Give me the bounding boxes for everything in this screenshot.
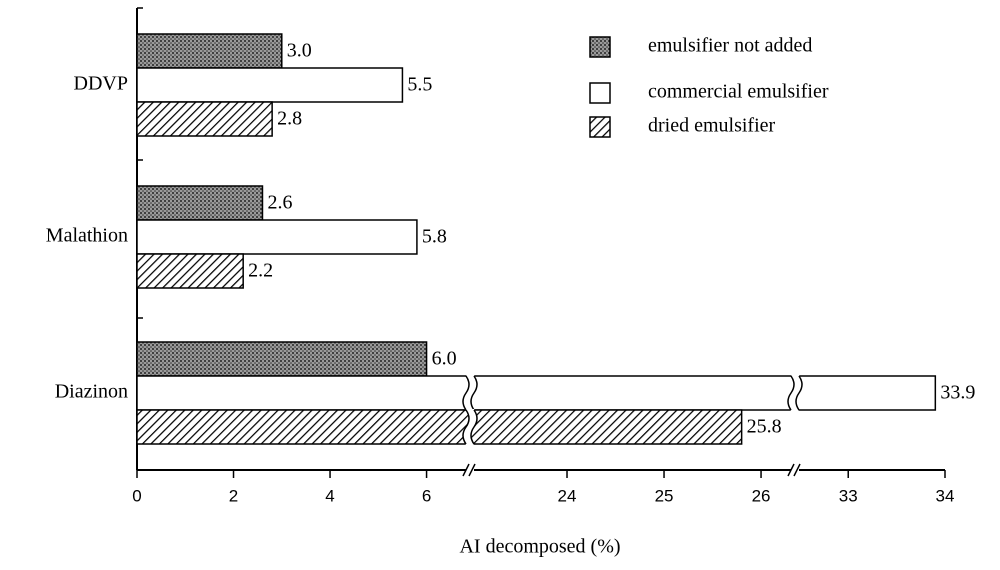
bar-break-line — [787, 375, 795, 411]
x-tick-label: 33 — [839, 486, 858, 505]
x-tick-label: 0 — [132, 486, 141, 505]
value-label: 2.8 — [277, 108, 302, 130]
bar-break — [463, 375, 477, 411]
x-tick-label: 26 — [752, 486, 771, 505]
x-tick-label: 4 — [325, 486, 334, 505]
x-tick-label: 6 — [422, 486, 431, 505]
bar — [136, 409, 743, 445]
bar — [136, 375, 937, 411]
bar-break-line — [462, 375, 470, 411]
legend-swatch — [589, 116, 611, 138]
bar-break-line — [462, 409, 470, 445]
value-label: 25.8 — [747, 416, 782, 438]
value-label: 33.9 — [940, 382, 975, 404]
x-tick-label: 2 — [229, 486, 238, 505]
x-tick-label: 24 — [558, 486, 577, 505]
bar-break-line — [470, 409, 478, 445]
bar — [136, 219, 418, 255]
value-label: 3.0 — [287, 40, 312, 62]
bar — [136, 67, 404, 103]
category-label: Malathion — [46, 225, 128, 247]
bar-break — [788, 375, 802, 411]
x-tick-label: 25 — [655, 486, 674, 505]
bar-break-line — [795, 375, 803, 411]
bar — [136, 341, 428, 377]
axis-break-mark — [462, 463, 470, 477]
x-tick-label: 34 — [936, 486, 955, 505]
legend-label: commercial emulsifier — [648, 81, 829, 103]
bar — [136, 33, 283, 69]
legend-label: emulsifier not added — [648, 35, 812, 57]
legend-label: dried emulsifier — [648, 115, 776, 137]
value-label: 5.8 — [422, 226, 447, 248]
value-label: 2.6 — [267, 192, 292, 214]
category-label: Diazinon — [55, 381, 128, 403]
category-label: DDVP — [74, 73, 128, 95]
bar-break-line — [470, 375, 478, 411]
legend-swatch — [589, 82, 611, 104]
axis-break-mark — [787, 463, 795, 477]
bar — [136, 185, 264, 221]
value-label: 5.5 — [407, 74, 432, 96]
axis-break-gap — [466, 464, 474, 476]
value-label: 2.2 — [248, 260, 273, 282]
axis-break-mark — [793, 463, 801, 477]
bar-break — [463, 409, 477, 445]
axis-break-gap — [791, 464, 799, 476]
bar — [136, 101, 273, 137]
value-label: 6.0 — [432, 348, 457, 370]
axis-break-mark — [468, 463, 476, 477]
legend-swatch — [589, 36, 611, 58]
x-axis-title: AI decomposed (%) — [459, 536, 620, 558]
bar — [136, 253, 244, 289]
